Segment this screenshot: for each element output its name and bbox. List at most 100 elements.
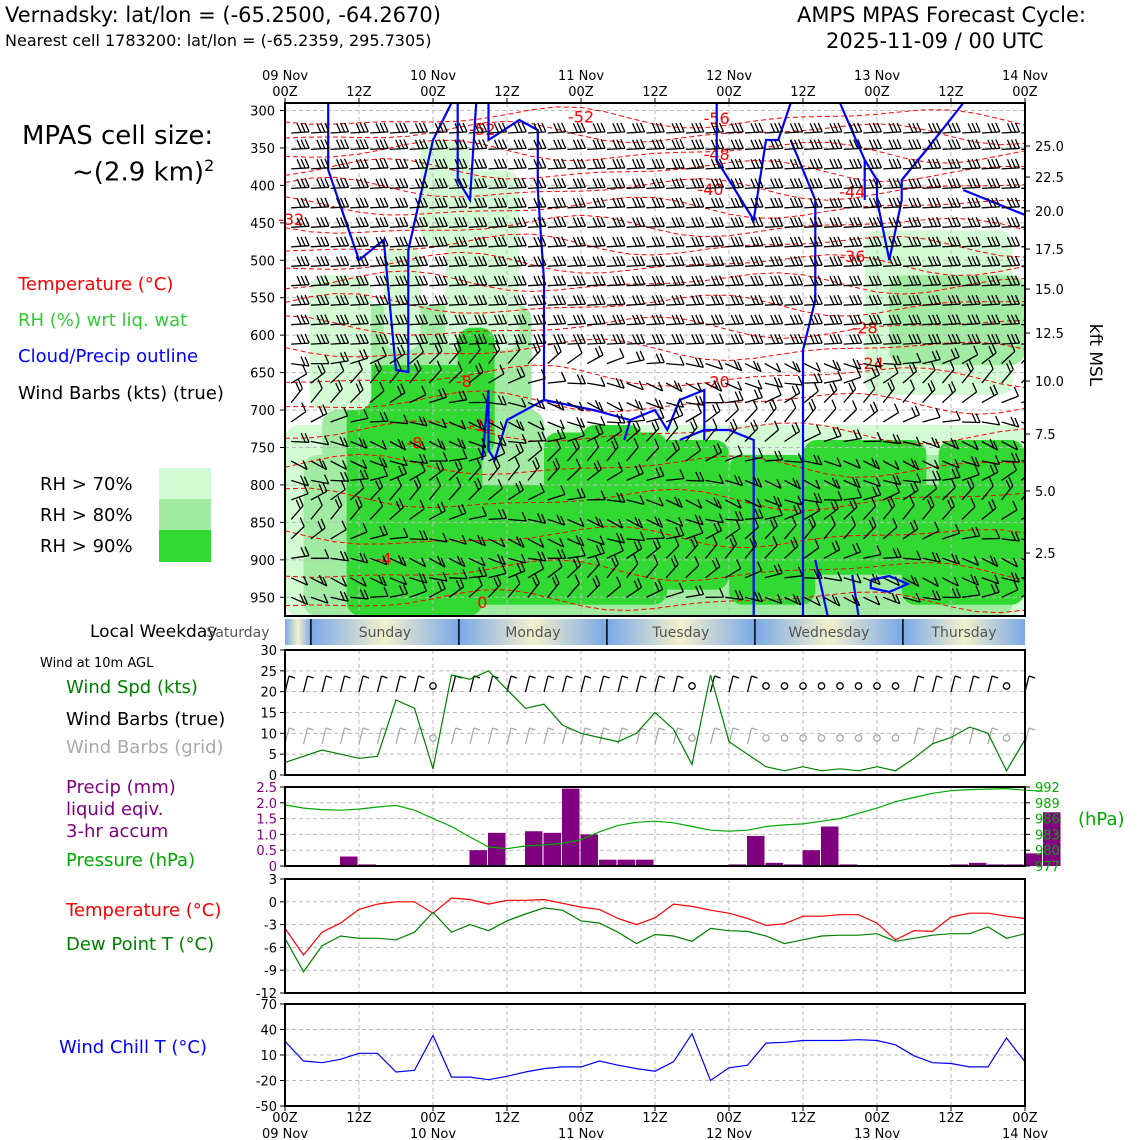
wind-barb — [902, 405, 920, 423]
calm-circle — [1002, 682, 1011, 690]
wind-barb — [942, 314, 961, 326]
wind-barb — [725, 275, 744, 287]
wind-barb — [586, 535, 605, 546]
wind-y-tick-label: 0 — [269, 769, 277, 784]
wind-barb — [843, 275, 863, 287]
wind-barb — [961, 345, 979, 365]
wind-barb — [606, 314, 626, 326]
wind-barb — [962, 413, 981, 424]
wind-barb — [1001, 275, 1021, 287]
wind-barb — [547, 457, 561, 481]
x-tick-label-date-bottom: 09 Nov — [262, 1127, 308, 1140]
wind-barb — [823, 399, 837, 423]
wind-barb — [527, 420, 545, 431]
surface-barb — [524, 675, 536, 693]
precip-bar — [747, 835, 765, 866]
wind-chill-y-tick-label: 40 — [260, 1024, 277, 1039]
wind-barb — [291, 546, 310, 559]
wind-barb — [330, 379, 343, 404]
wind-barb — [527, 178, 547, 190]
wind-barb — [764, 158, 784, 170]
wind-barb — [527, 314, 547, 326]
wind-barb — [725, 178, 744, 190]
wind-barb — [507, 561, 526, 579]
calm-circle — [429, 734, 437, 742]
wind-barb — [961, 359, 974, 384]
wind-barb — [350, 469, 369, 482]
wind-barb — [784, 566, 803, 579]
wind-barb — [646, 294, 665, 306]
wind-barb — [409, 197, 429, 209]
surface-barb — [968, 675, 980, 693]
wind-barb — [507, 366, 526, 384]
wind-barb — [330, 255, 350, 267]
wind-barb — [370, 122, 389, 134]
wind-barb — [685, 585, 705, 598]
cloud-outline — [869, 574, 911, 594]
wind-barb — [902, 379, 915, 404]
wind-barb — [961, 382, 978, 404]
wind-barb — [290, 575, 309, 586]
wind-barb — [409, 216, 429, 228]
wind-barb — [764, 535, 778, 559]
wind-barb — [843, 333, 863, 345]
wind-barb — [448, 419, 467, 430]
wind-barb — [804, 294, 823, 306]
weekday-cell — [902, 619, 1025, 645]
wind-barb — [981, 333, 1001, 345]
wind-barb — [725, 255, 744, 267]
surface-barb — [469, 727, 481, 745]
wind-barb — [1020, 594, 1025, 598]
wind-barb — [330, 197, 350, 209]
wind-barb — [508, 553, 527, 564]
wind-barb — [626, 411, 646, 423]
wind-barb — [488, 395, 507, 406]
precip-bar — [580, 834, 598, 866]
calm-circle — [891, 734, 900, 742]
wind-barb — [567, 236, 586, 248]
wind-barb — [803, 398, 817, 423]
wind-barb — [804, 275, 823, 287]
wind-barb — [725, 158, 744, 170]
x-tick-label-date-top: 10 Nov — [410, 69, 456, 84]
y-tick-label-pressure: 500 — [250, 254, 275, 269]
wind-barb — [941, 496, 955, 520]
wind-barb — [705, 255, 725, 267]
wind-barb — [488, 178, 508, 190]
wind-barb — [468, 506, 487, 521]
wind-barb — [725, 381, 743, 391]
wind-barb — [369, 574, 387, 587]
wind-barb — [330, 158, 350, 170]
x-tick-label-hour-bottom: 12Z — [346, 1111, 372, 1126]
wind-barb — [547, 236, 567, 248]
x-tick-label-hour-bottom: 00Z — [568, 1111, 594, 1126]
wind-barb — [468, 566, 488, 579]
wind-barb — [685, 314, 705, 326]
wind-barb — [291, 294, 310, 306]
legend-temperature: Temperature (°C) — [18, 274, 174, 295]
wind-barb — [784, 122, 804, 134]
wind-barb — [665, 517, 684, 527]
wind-barb — [1020, 358, 1025, 365]
precip-bar — [469, 850, 487, 866]
wind-barb — [567, 314, 586, 326]
wind-barb — [942, 333, 961, 345]
wind-barb — [764, 139, 784, 151]
wind-barb — [784, 294, 804, 306]
wind-barb — [902, 362, 918, 384]
wind-barb — [744, 197, 764, 209]
wind-barb — [547, 557, 563, 579]
wind-barb — [764, 450, 784, 462]
wind-barb — [784, 197, 804, 209]
wind-barb — [705, 380, 723, 392]
y-tick-label-kft: 12.5 — [1035, 327, 1064, 342]
wind-barb — [764, 594, 783, 605]
x-tick-label-hour-bottom: 00Z — [716, 1111, 742, 1126]
surface-barb — [395, 727, 407, 745]
wind-barb — [1001, 122, 1021, 134]
wind-barb — [784, 536, 799, 559]
wind-barb — [409, 385, 427, 404]
wind-barb — [350, 122, 369, 134]
wind-barb — [350, 275, 369, 287]
wind-barb — [725, 333, 744, 345]
